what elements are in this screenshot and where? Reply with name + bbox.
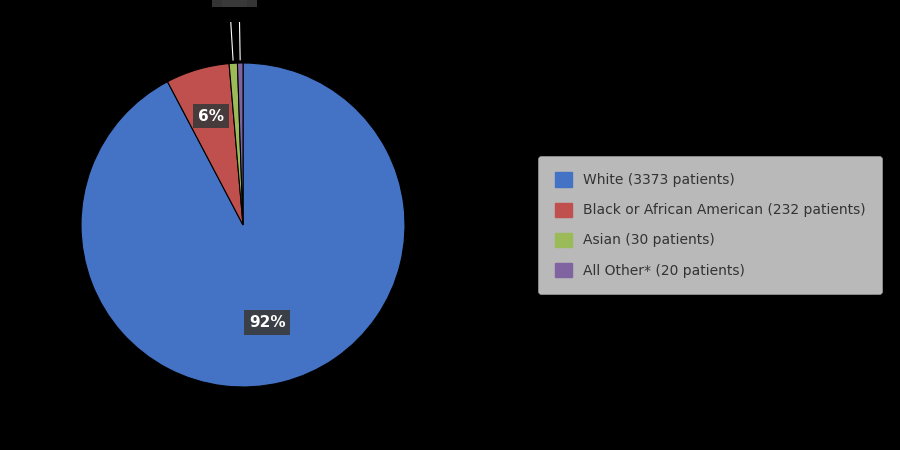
Text: 6%: 6%	[198, 109, 224, 124]
Text: 1%: 1%	[216, 0, 242, 3]
Wedge shape	[81, 63, 405, 387]
Text: 92%: 92%	[248, 315, 285, 330]
Wedge shape	[230, 63, 243, 225]
Wedge shape	[238, 63, 243, 225]
Text: 1%: 1%	[226, 0, 252, 3]
Legend: White (3373 patients), Black or African American (232 patients), Asian (30 patie: White (3373 patients), Black or African …	[538, 156, 882, 294]
Wedge shape	[167, 63, 243, 225]
